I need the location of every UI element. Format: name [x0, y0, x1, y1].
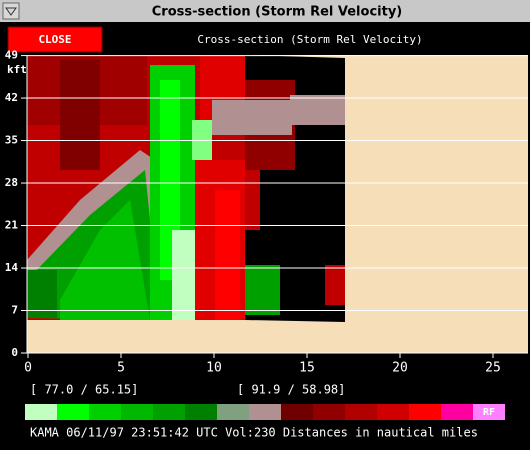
color-bar-segment: [25, 404, 57, 420]
y-tick-label: 49: [5, 49, 18, 62]
radar-region: [27, 270, 57, 318]
color-bar-segment: [313, 404, 345, 420]
color-bar-segment: [153, 404, 185, 420]
color-bar-segment: [57, 404, 89, 420]
color-bar-segment: [409, 404, 441, 420]
coordinate: [ 91.9 / 58.98]: [237, 383, 345, 397]
y-tick-label: 14: [5, 261, 19, 274]
coordinate: [ 77.0 / 65.15]: [30, 383, 138, 397]
radar-image: [27, 55, 345, 322]
color-bar-segment: [281, 404, 313, 420]
title-bar: [0, 0, 530, 22]
color-bar-segment: [89, 404, 121, 420]
radar-region: [215, 190, 240, 320]
radar-region: [325, 265, 345, 305]
radar-region: [192, 120, 212, 160]
y-tick-label: 35: [5, 134, 18, 147]
color-bar-segment: [217, 404, 249, 420]
radar-region: [60, 60, 100, 170]
radar-region: [60, 200, 150, 320]
x-tick-label: 0: [24, 361, 32, 376]
color-bar-segment: [121, 404, 153, 420]
color-bar-label: RF: [483, 407, 495, 418]
window-title: Cross-section (Storm Rel Velocity): [152, 5, 403, 20]
x-tick-label: 15: [299, 361, 315, 376]
plot: [26, 55, 528, 354]
radar-region: [172, 230, 197, 320]
header: Cross-section (Storm Rel Velocity): [197, 33, 422, 46]
y-tick-label: 21: [5, 219, 19, 232]
radar-region: [290, 95, 345, 125]
y-axis-unit: kft: [7, 63, 27, 76]
radar-region: [295, 190, 345, 260]
x-tick-label: 10: [206, 361, 222, 376]
color-bar-segment: [185, 404, 217, 420]
window-menu-icon: [5, 7, 17, 16]
radar-region: [245, 170, 260, 230]
color-bar-segment: [345, 404, 377, 420]
x-tick-label: 25: [485, 361, 501, 376]
y-tick-label: 42: [5, 91, 18, 104]
x-tick-label: 5: [117, 361, 125, 376]
status-text: KAMA 06/11/97 23:51:42 UTC Vol:230 Dista…: [30, 426, 478, 440]
y-tick-label: 28: [5, 176, 18, 189]
color-bar-segment: [441, 404, 473, 420]
color-bar-segment: [473, 404, 505, 420]
color-bar-segment: [377, 404, 409, 420]
close-button[interactable]: [7, 26, 103, 53]
y-tick-label: 0: [11, 346, 18, 359]
radar-region: [245, 265, 280, 315]
window-menu-button[interactable]: [2, 2, 20, 20]
color-bar-segment: [249, 404, 281, 420]
radar-region: [212, 100, 292, 135]
x-tick-label: 20: [392, 361, 408, 376]
close-button-label: CLOSE: [38, 33, 71, 46]
y-tick-label: 7: [11, 304, 18, 317]
